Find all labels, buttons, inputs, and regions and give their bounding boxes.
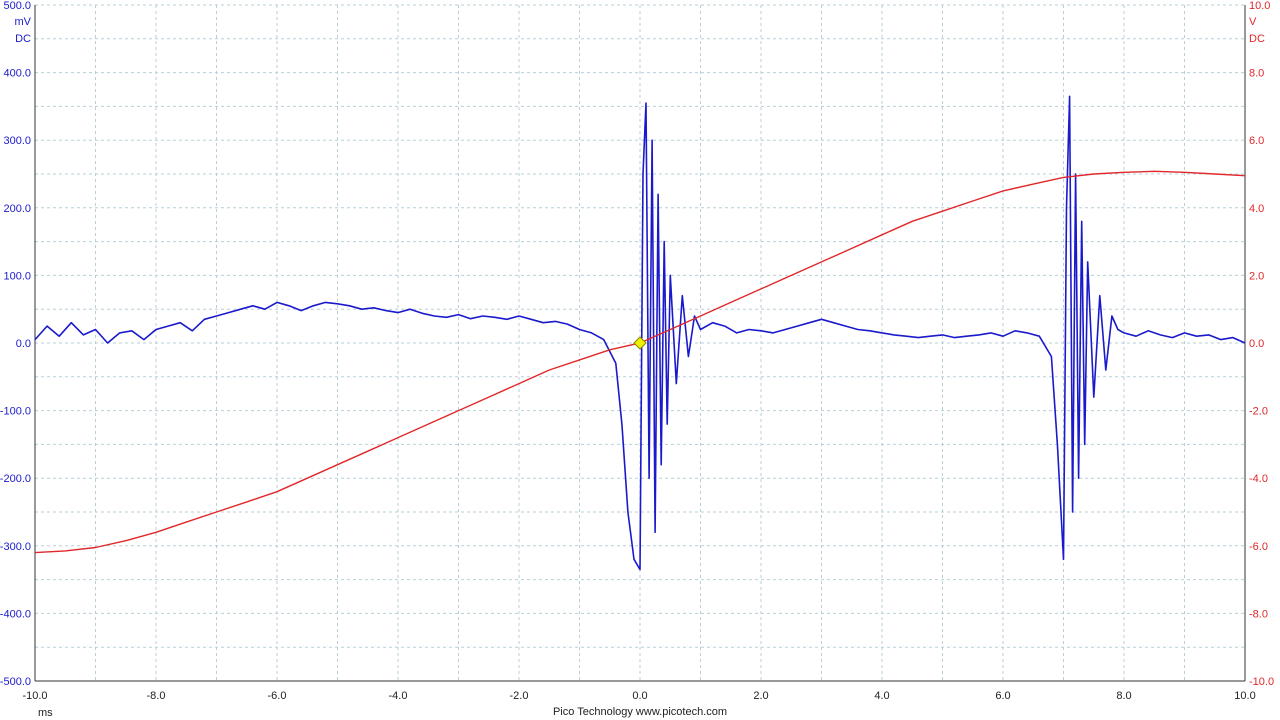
right-tick-label: 2.0 — [1249, 270, 1264, 282]
x-tick-label: -10.0 — [22, 690, 47, 702]
left-tick-label: 200.0 — [3, 203, 31, 215]
left-tick-label: -200.0 — [0, 473, 31, 485]
right-tick-label: -10.0 — [1249, 676, 1274, 688]
x-tick-label: -4.0 — [389, 690, 408, 702]
x-tick-label: -8.0 — [147, 690, 166, 702]
left-tick-label: -400.0 — [0, 608, 31, 620]
right-tick-label: 10.0 — [1249, 0, 1270, 12]
right-tick-label: -8.0 — [1249, 608, 1268, 620]
right-axis-ticks: 10.0 8.0 6.0 4.0 2.0 0.0 -2.0 -4.0 -6.0 -8.0 -10.0 — [1249, 0, 1274, 688]
right-tick-label: -6.0 — [1249, 541, 1268, 553]
right-tick-label: -4.0 — [1249, 473, 1268, 485]
x-tick-label: -6.0 — [268, 690, 287, 702]
x-tick-label: 0.0 — [632, 690, 647, 702]
right-tick-label: 4.0 — [1249, 203, 1264, 215]
x-tick-label: 2.0 — [753, 690, 768, 702]
left-tick-label: -500.0 — [0, 676, 31, 688]
left-tick-label: 0.0 — [16, 338, 31, 350]
x-tick-label: -2.0 — [510, 690, 529, 702]
x-tick-label: 10.0 — [1234, 690, 1255, 702]
right-tick-label: -2.0 — [1249, 406, 1268, 418]
x-axis-ticks: -10.0 -8.0 -6.0 -4.0 -2.0 0.0 2.0 4.0 6.0 8.0 10.0 — [22, 690, 1255, 702]
trigger-marker — [633, 336, 647, 350]
x-axis-unit: ms — [38, 707, 53, 719]
series-layer — [34, 95, 1246, 571]
x-tick-label: 4.0 — [874, 690, 889, 702]
right-tick-label: 0.0 — [1249, 338, 1264, 350]
left-tick-label: 100.0 — [3, 270, 31, 282]
right-tick-label: 6.0 — [1249, 135, 1264, 147]
left-tick-label: 500.0 — [3, 0, 31, 12]
footer-credit: Pico Technology www.picotech.com — [553, 706, 727, 718]
right-axis-coupling: DC — [1249, 33, 1265, 45]
right-tick-label: 8.0 — [1249, 68, 1264, 80]
right-axis-unit: V — [1249, 16, 1257, 28]
left-tick-label: -100.0 — [0, 406, 31, 418]
x-tick-label: 6.0 — [995, 690, 1010, 702]
left-tick-label: -300.0 — [0, 541, 31, 553]
series-line-left — [34, 95, 1246, 571]
x-tick-label: 8.0 — [1116, 690, 1131, 702]
left-axis-coupling: DC — [15, 33, 31, 45]
left-axis-unit: mV — [15, 16, 32, 28]
left-tick-label: 300.0 — [3, 135, 31, 147]
left-axis-ticks: 500.0 400.0 300.0 200.0 100.0 0.0 -100.0 -200.0… — [0, 0, 31, 688]
left-tick-label: 400.0 — [3, 68, 31, 80]
